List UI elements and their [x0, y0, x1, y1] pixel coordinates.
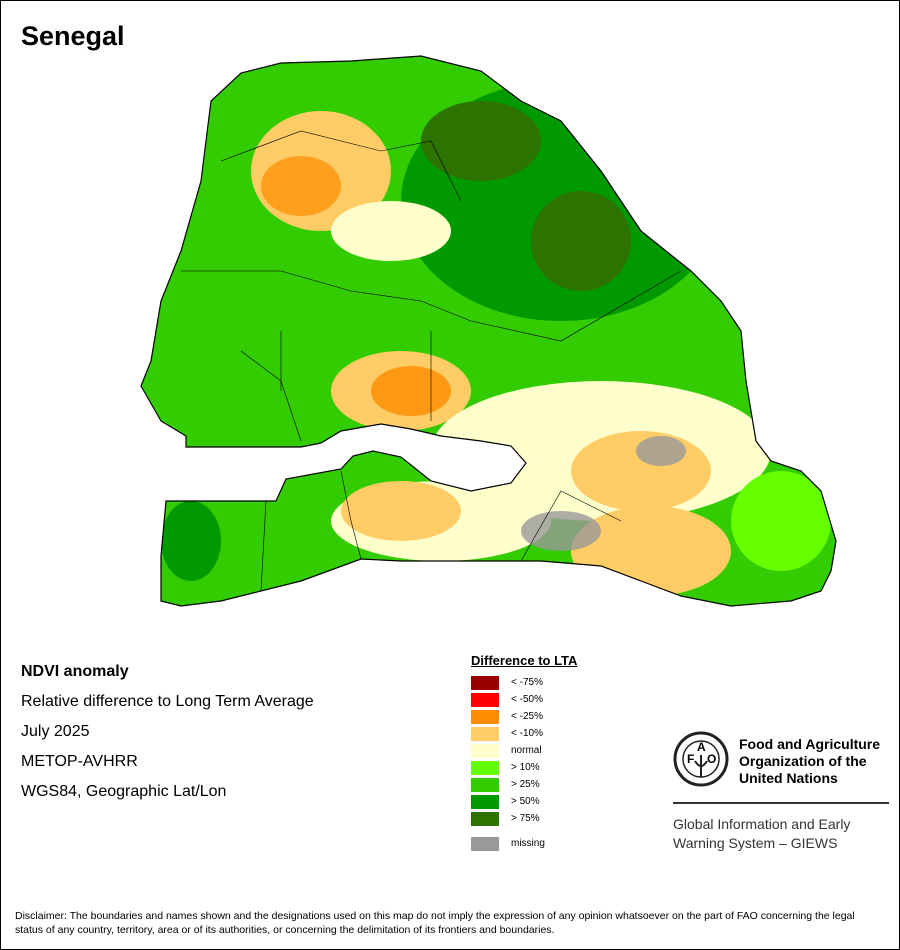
info-sensor: METOP-AVHRR	[21, 753, 138, 770]
legend: Difference to LTA < -75% < -50% < -25% < -1…	[471, 653, 577, 852]
legend-label: > 75%	[511, 813, 540, 824]
map-info: NDVI anomaly Relative difference to Long…	[21, 657, 314, 807]
info-date: July 2025	[21, 723, 90, 740]
legend-item: > 25%	[471, 776, 577, 793]
legend-swatch	[471, 836, 499, 851]
legend-label: > 10%	[511, 762, 540, 773]
svg-text:A: A	[697, 740, 706, 754]
legend-label: < -25%	[511, 711, 543, 722]
legend-swatch	[471, 709, 499, 724]
svg-text:O: O	[707, 752, 716, 766]
legend-title: Difference to LTA	[471, 653, 578, 668]
legend-swatch	[471, 675, 499, 690]
ndvi-map	[140, 55, 837, 607]
admin-boundaries	[181, 130, 682, 592]
legend-item: normal	[471, 742, 577, 759]
legend-swatch	[471, 794, 499, 809]
info-description: Relative difference to Long Term Average	[21, 693, 314, 710]
info-projection: WGS84, Geographic Lat/Lon	[21, 783, 227, 800]
giews-name: Global Information and Early Warning Sys…	[673, 816, 851, 851]
legend-label: < -50%	[511, 694, 543, 705]
svg-text:F: F	[687, 752, 694, 766]
legend-label: > 25%	[511, 779, 540, 790]
legend-swatch	[471, 777, 499, 792]
ndvi-raster	[141, 56, 836, 606]
legend-label: missing	[511, 838, 545, 849]
legend-item-missing: missing	[471, 835, 577, 852]
legend-item: > 50%	[471, 793, 577, 810]
fao-logo: F A O	[673, 731, 729, 787]
fao-name: Food and Agriculture Organization of the…	[739, 736, 881, 786]
legend-label: > 50%	[511, 796, 540, 807]
legend-item: < -10%	[471, 725, 577, 742]
legend-swatch	[471, 692, 499, 707]
legend-swatch	[471, 726, 499, 741]
legend-item: > 10%	[471, 759, 577, 776]
legend-label: < -10%	[511, 728, 543, 739]
legend-item: > 75%	[471, 810, 577, 827]
legend-item: < -50%	[471, 691, 577, 708]
disclaimer: Disclaimer: The boundaries and names sho…	[15, 910, 855, 936]
divider	[673, 802, 889, 804]
legend-swatch	[471, 811, 499, 826]
legend-label: normal	[511, 745, 542, 756]
legend-swatch	[471, 743, 499, 758]
map-title: Senegal	[21, 21, 125, 51]
legend-item: < -25%	[471, 708, 577, 725]
legend-item: < -75%	[471, 674, 577, 691]
legend-swatch	[471, 760, 499, 775]
info-product: NDVI anomaly	[21, 663, 129, 680]
legend-label: < -75%	[511, 677, 543, 688]
